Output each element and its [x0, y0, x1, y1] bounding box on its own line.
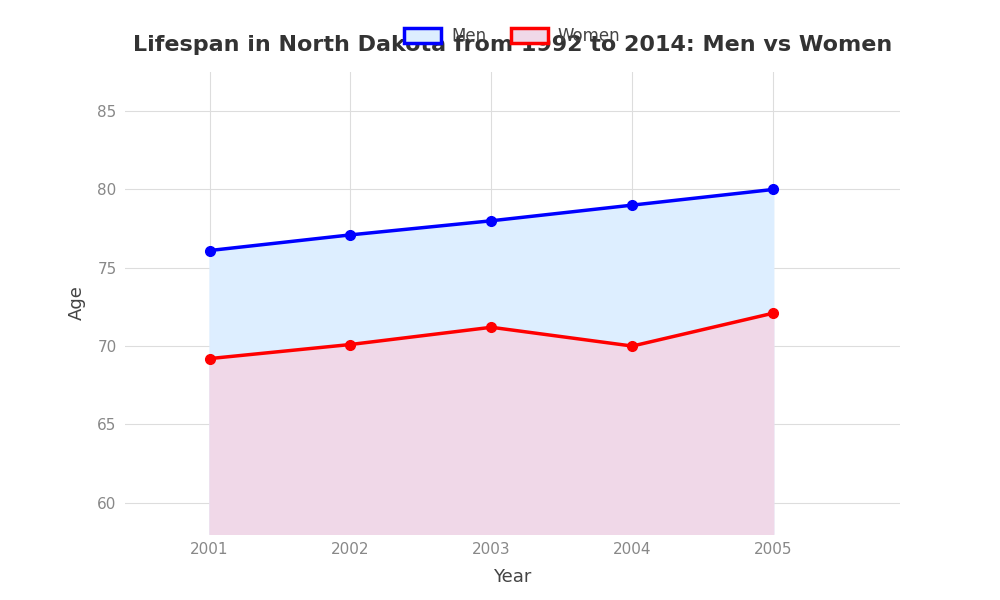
X-axis label: Year: Year: [493, 568, 532, 586]
Title: Lifespan in North Dakota from 1992 to 2014: Men vs Women: Lifespan in North Dakota from 1992 to 20…: [133, 35, 892, 55]
Legend: Men, Women: Men, Women: [398, 20, 627, 52]
Y-axis label: Age: Age: [68, 286, 86, 320]
